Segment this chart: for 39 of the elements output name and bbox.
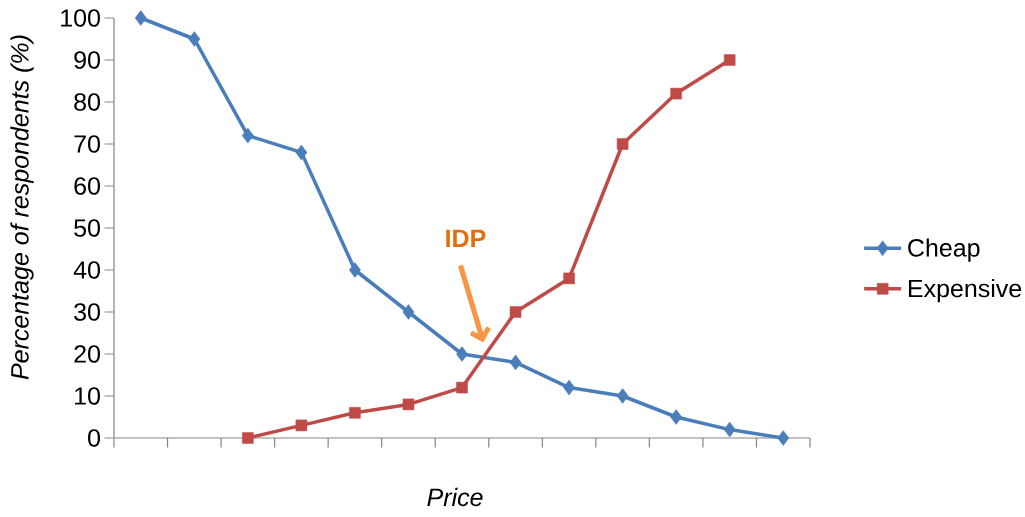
- legend-label: Expensive: [908, 278, 1022, 303]
- x-axis-title: Price: [427, 487, 483, 507]
- point: [456, 381, 468, 394]
- y-tick-label: 60: [74, 177, 100, 195]
- point: [134, 10, 147, 26]
- point: [670, 409, 683, 425]
- point: [349, 407, 361, 419]
- point: [670, 87, 682, 100]
- y-tick-label: 70: [74, 135, 100, 153]
- point: [402, 304, 415, 320]
- point: [295, 144, 308, 161]
- y-tick-label: 50: [74, 219, 100, 237]
- point: [295, 419, 308, 432]
- point: [616, 138, 629, 150]
- point: [456, 346, 468, 362]
- annotation: IDP: [446, 229, 486, 247]
- point: [242, 432, 254, 444]
- y-tick-label: 80: [74, 93, 100, 111]
- y-tick-label: 10: [75, 387, 100, 405]
- y-tick-label: 20: [74, 345, 100, 363]
- point: [777, 430, 790, 446]
- y-axis-title: Percentage of respondents (%): [10, 35, 34, 380]
- point: [509, 354, 522, 371]
- point: [188, 31, 201, 47]
- point: [509, 306, 522, 318]
- point: [563, 272, 575, 285]
- point: [241, 127, 254, 144]
- y-tick-label: 90: [74, 51, 100, 69]
- y-tick-label: 0: [88, 429, 100, 447]
- y-tick-label: 40: [73, 261, 100, 279]
- point: [402, 398, 415, 411]
- y-tick-label: 100: [61, 9, 100, 27]
- point: [616, 388, 629, 404]
- point: [723, 54, 736, 66]
- point: [563, 379, 575, 396]
- point: [349, 262, 361, 278]
- legend-label: Cheap: [908, 238, 980, 262]
- y-tick-label: 30: [74, 303, 100, 321]
- point: [723, 421, 736, 438]
